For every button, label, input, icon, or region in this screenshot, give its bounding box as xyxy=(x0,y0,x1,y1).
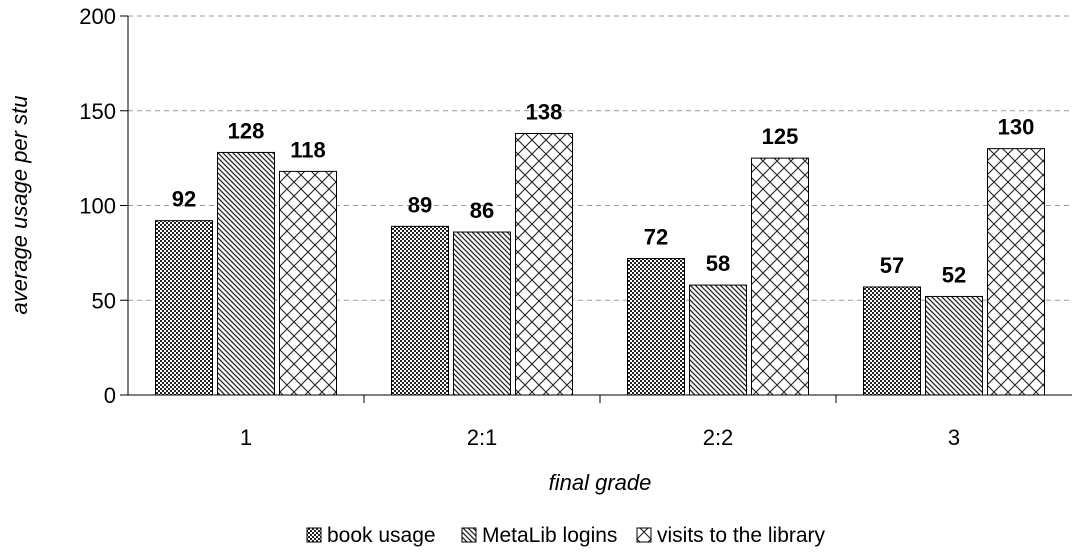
bar-book-usage xyxy=(391,225,449,396)
y-tick-label: 100 xyxy=(79,194,116,219)
bar-book-usage xyxy=(155,220,213,396)
bar-visits-to-the-library xyxy=(987,148,1045,396)
data-label-book-usage: 57 xyxy=(880,253,904,278)
data-label-book-usage: 92 xyxy=(172,187,196,212)
data-label-metalib-logins: 58 xyxy=(706,251,730,276)
data-label-visits-to-the-library: 130 xyxy=(998,115,1035,140)
legend: book usage MetaLib logins visits to the li… xyxy=(306,524,826,547)
data-label-visits-to-the-library: 118 xyxy=(290,137,326,162)
bar-metalib-logins xyxy=(689,284,747,396)
y-tick-label: 150 xyxy=(79,99,116,124)
bar-metalib-logins xyxy=(217,151,275,396)
y-axis-title: average usage per stu xyxy=(7,96,32,315)
bar-metalib-logins xyxy=(453,231,511,396)
data-label-metalib-logins: 128 xyxy=(228,118,265,143)
x-tick-label: 2:1 xyxy=(467,425,498,450)
bar-visits-to-the-library xyxy=(515,132,573,396)
x-tick-label: 2:2 xyxy=(703,425,734,450)
bar-metalib-logins xyxy=(925,295,983,396)
x-tick-label: 1 xyxy=(240,425,252,450)
y-tick-label: 50 xyxy=(92,288,116,313)
y-tick-label: 200 xyxy=(79,4,116,29)
data-label-visits-to-the-library: 138 xyxy=(526,99,563,124)
legend-label-book-usage: book usage xyxy=(327,524,436,547)
bars xyxy=(155,132,1045,396)
x-tick-label: 3 xyxy=(948,425,960,450)
bar-book-usage xyxy=(627,258,685,396)
legend-label-metalib-logins: MetaLib logins xyxy=(482,524,617,547)
axes: 0 50 100 150 200 1 2:1 2:2 3 xyxy=(79,4,1072,450)
data-label-book-usage: 72 xyxy=(644,225,668,250)
bar-visits-to-the-library xyxy=(751,157,809,396)
legend-label-visits-to-the-library: visits to the library xyxy=(657,524,826,547)
legend-swatch-metalib-logins xyxy=(461,527,477,543)
bar-book-usage xyxy=(863,286,921,396)
legend-swatch-visits-to-the-library xyxy=(636,527,652,543)
data-labels: 92 128 118 89 86 138 72 58 125 57 52 130 xyxy=(172,99,1035,287)
legend-swatch-book-usage xyxy=(306,527,322,543)
data-label-book-usage: 89 xyxy=(408,192,432,217)
y-tick-label: 0 xyxy=(104,383,116,408)
data-label-metalib-logins: 52 xyxy=(942,262,966,287)
bar-visits-to-the-library xyxy=(279,170,337,396)
x-axis-title: final grade xyxy=(549,470,652,495)
data-label-metalib-logins: 86 xyxy=(470,198,494,223)
data-label-visits-to-the-library: 125 xyxy=(762,124,799,149)
